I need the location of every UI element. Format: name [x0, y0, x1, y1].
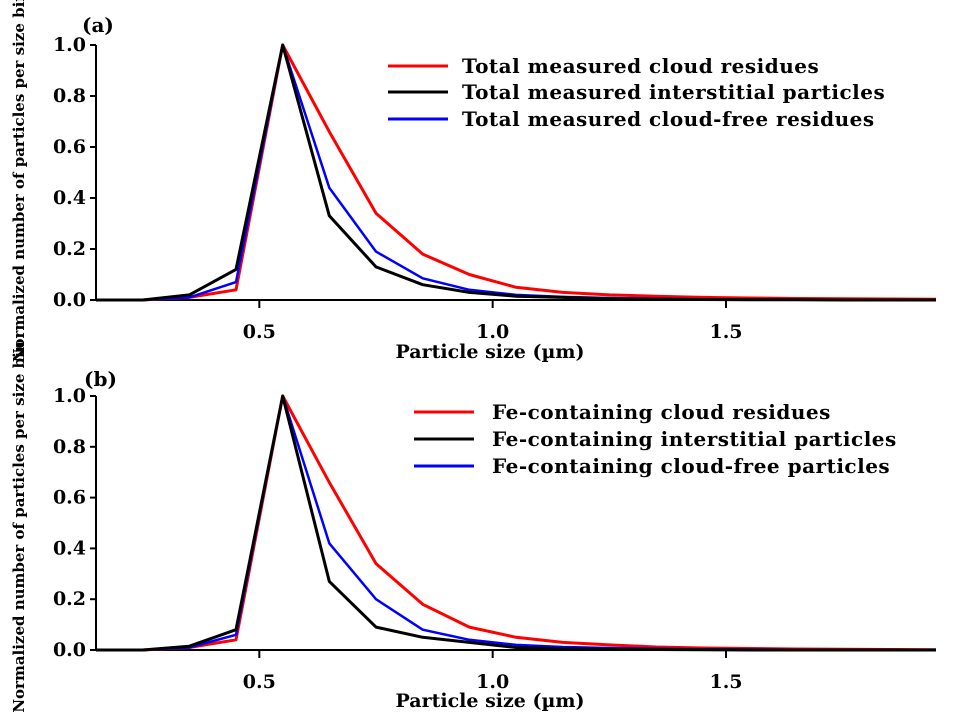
legend-label: Fe-containing cloud-free particles [492, 454, 890, 478]
series-line-2 [96, 43, 936, 302]
y-tick-label: 0.6 [53, 136, 86, 158]
y-tick-label: 0.4 [53, 537, 86, 559]
y-tick-label: 0.4 [53, 187, 86, 209]
y-tick-label: 0.0 [53, 639, 86, 661]
legend-label: Total measured cloud-free residues [462, 107, 875, 131]
y-axis-title: Normalized number of particles per size … [10, 341, 28, 712]
legend-label: Total measured interstitial particles [462, 80, 885, 104]
panel-label: (a) [82, 13, 114, 37]
y-tick-label: 0.2 [53, 238, 86, 260]
x-tick-label: 1.0 [476, 321, 509, 343]
y-tick-label: 1.0 [53, 385, 86, 407]
y-tick-label: 1.0 [53, 34, 86, 56]
y-tick-label: 0.0 [53, 289, 86, 311]
legend-label: Total measured cloud residues [462, 54, 819, 78]
x-axis-title: Particle size (µm) [396, 341, 585, 363]
x-tick-label: 0.5 [243, 321, 276, 343]
x-tick-label: 1.5 [709, 671, 742, 693]
legend-label: Fe-containing interstitial particles [492, 427, 897, 451]
y-tick-label: 0.8 [53, 85, 86, 107]
y-axis-title: Normalized number of particles per size … [10, 0, 28, 362]
y-tick-label: 0.6 [53, 487, 86, 509]
x-tick-label: 1.5 [709, 321, 742, 343]
legend-label: Fe-containing cloud residues [492, 400, 831, 424]
y-tick-label: 0.8 [53, 436, 86, 458]
x-tick-label: 0.5 [243, 671, 276, 693]
x-tick-label: 1.0 [476, 671, 509, 693]
panel-label: (b) [84, 367, 117, 391]
y-tick-label: 0.2 [53, 588, 86, 610]
x-axis-title: Particle size (µm) [396, 690, 585, 712]
series-line-2 [96, 394, 936, 652]
